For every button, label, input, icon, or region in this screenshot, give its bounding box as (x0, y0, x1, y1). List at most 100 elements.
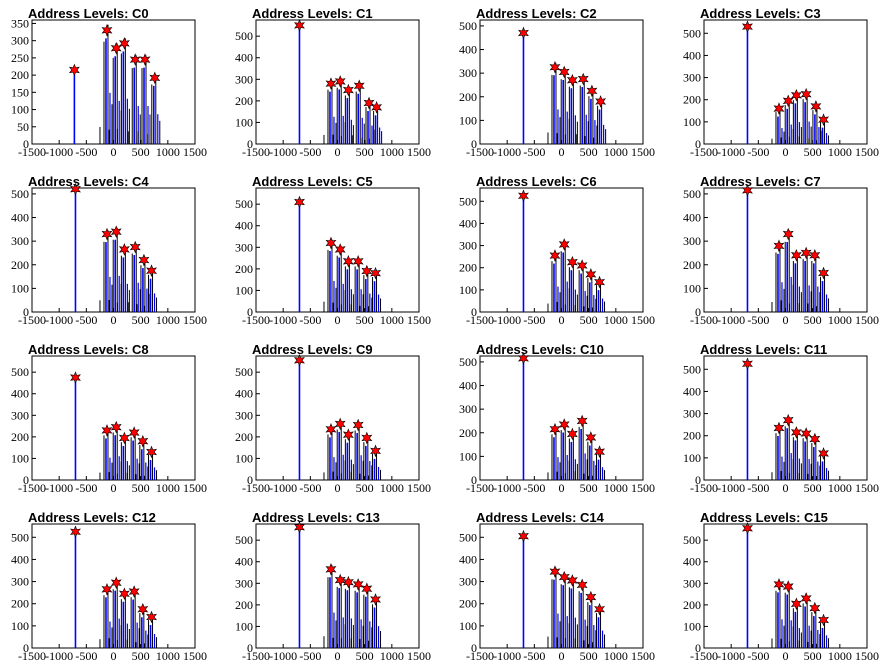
y-tick-label: 100 (683, 451, 701, 465)
x-tick-label: -1500 (690, 145, 718, 159)
chart-title: Address Levels: C3 (700, 6, 821, 21)
x-tick-label: -1000 (493, 649, 521, 663)
x-tick-label: 0 (783, 313, 789, 327)
y-tick-label: 400 (683, 384, 701, 398)
x-tick-label: 500 (356, 145, 374, 159)
x-tick-label: -1000 (269, 313, 297, 327)
y-tick-label: 400 (235, 51, 253, 65)
chart-title: Address Levels: C0 (28, 6, 149, 21)
peak-marker (146, 264, 158, 277)
x-tick-label: -500 (523, 649, 545, 663)
peak-marker (773, 578, 785, 591)
peak-marker (118, 587, 130, 601)
histogram-plot: 0 100 200 300 400 500 -1500 -1000 -500 0 500 1000 15… (11, 355, 207, 495)
y-tick-label: 0 (695, 473, 701, 487)
peak-marker (110, 576, 122, 589)
y-tick-label: 150 (11, 85, 29, 99)
y-tick-label: 100 (459, 283, 477, 297)
chart-title: Address Levels: C5 (252, 174, 373, 189)
x-tick-label: -1500 (18, 649, 46, 663)
x-tick-label: 500 (132, 145, 150, 159)
peak-marker (773, 102, 785, 115)
peak-marker (558, 570, 570, 584)
y-tick-label: 300 (235, 408, 253, 422)
peak-marker (118, 243, 130, 256)
peak-marker (800, 427, 812, 440)
x-tick-label: -500 (75, 649, 97, 663)
chart-title: Address Levels: C14 (476, 510, 604, 525)
peak-marker (790, 597, 802, 611)
y-tick-label: 100 (235, 619, 253, 633)
peak-marker (800, 87, 812, 101)
x-tick-label: -1000 (717, 313, 745, 327)
x-tick-label: 1500 (631, 313, 655, 327)
peak-marker (129, 53, 141, 66)
chart-panel: Address Levels: C5 0 100 200 300 400 500 -1500-… (224, 168, 448, 336)
y-tick-label: 400 (235, 555, 253, 569)
peak-marker (325, 562, 337, 576)
histogram-plot: 0 100 200 300 400 500 -1500 -1000 -500 0 500 1000 15… (11, 182, 207, 327)
x-tick-label: -500 (299, 649, 321, 663)
y-tick-label: 500 (683, 26, 701, 40)
histogram-plot: 0 100 200 300 400 500 -1500 -1000 -500 0 500 1000 15… (235, 354, 431, 495)
y-tick-label: 500 (683, 187, 701, 201)
x-tick-label: 1500 (407, 481, 431, 495)
peak-marker (585, 268, 597, 281)
chart-title: Address Levels: C6 (476, 174, 597, 189)
y-tick-label: 200 (683, 258, 701, 272)
y-tick-label: 0 (247, 641, 253, 655)
x-tick-label: -500 (299, 313, 321, 327)
y-tick-label: 500 (235, 533, 253, 547)
x-tick-label: -1500 (18, 313, 46, 327)
y-tick-label: 300 (683, 71, 701, 85)
x-tick-label: -1000 (269, 649, 297, 663)
peak-marker (576, 414, 588, 428)
peak-marker (517, 26, 529, 40)
chart-title: Address Levels: C2 (476, 6, 597, 21)
x-tick-label: -1000 (269, 145, 297, 159)
peak-marker (118, 37, 130, 50)
peak-marker (101, 24, 113, 37)
y-tick-label: 200 (459, 90, 477, 104)
x-tick-label: 0 (335, 145, 341, 159)
chart-panel: Address Levels: C4 0 100 200 300 400 500 -1500-… (0, 168, 224, 336)
peak-marker (818, 266, 830, 280)
x-tick-label: 1500 (855, 481, 879, 495)
y-tick-label: 200 (235, 430, 253, 444)
peak-marker (773, 421, 785, 435)
y-tick-label: 300 (235, 240, 253, 254)
peak-marker (334, 75, 346, 88)
histogram-plot: 0 100 200 300 400 500 -1500 -1000 -500 0 500 1000 15… (235, 19, 431, 159)
chart-title: Address Levels: C7 (700, 174, 821, 189)
y-tick-label: 200 (235, 262, 253, 276)
chart-panel: Address Levels: C13 0 100 200 300 400 500 -1500… (224, 504, 448, 672)
y-tick-label: 0 (471, 641, 477, 655)
y-tick-label: 400 (11, 552, 29, 566)
peak-marker (361, 431, 373, 445)
x-tick-label: 1500 (631, 649, 655, 663)
y-tick-label: 400 (459, 43, 477, 57)
peak-marker (110, 225, 122, 239)
y-tick-label: 100 (235, 451, 253, 465)
x-tick-label: 500 (356, 649, 374, 663)
y-tick-label: 100 (683, 115, 701, 129)
peak-marker (334, 243, 346, 256)
x-tick-label: -500 (299, 145, 321, 159)
x-tick-label: 1000 (156, 313, 180, 327)
y-tick-label: 0 (471, 137, 477, 151)
x-tick-label: 1000 (604, 481, 628, 495)
y-tick-label: 400 (683, 555, 701, 569)
x-tick-label: -500 (747, 649, 769, 663)
chart-panel: Address Levels: C10 0 100 200 300 400 500 -1500… (448, 336, 672, 504)
x-tick-label: -1000 (45, 481, 73, 495)
x-tick-label: -500 (747, 313, 769, 327)
x-tick-label: -1500 (242, 145, 270, 159)
y-tick-label: 200 (235, 598, 253, 612)
x-tick-label: -1500 (466, 481, 494, 495)
peak-marker (137, 434, 149, 448)
x-tick-label: 0 (559, 313, 565, 327)
x-tick-label: -1000 (269, 481, 297, 495)
x-tick-label: 500 (356, 481, 374, 495)
y-tick-label: 200 (683, 429, 701, 443)
peak-marker (595, 95, 607, 108)
